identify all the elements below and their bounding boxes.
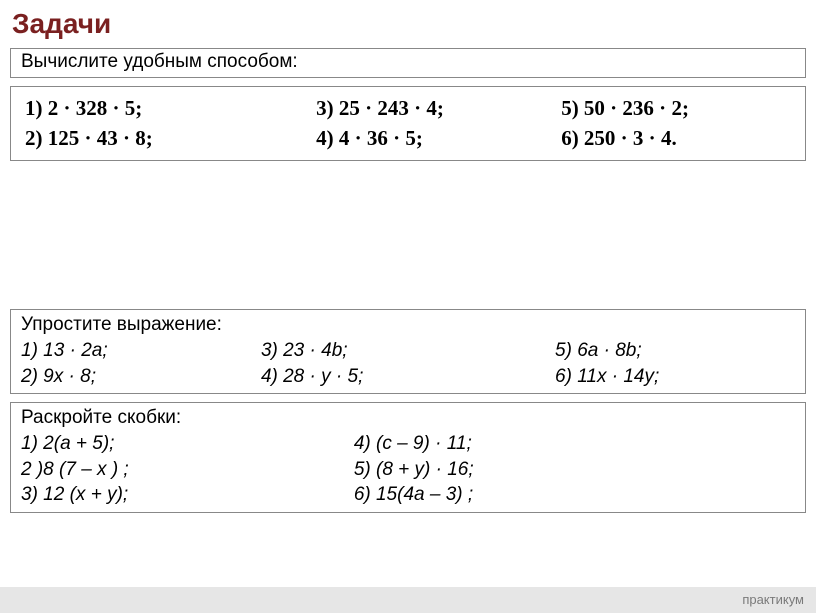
expr-cell: 4) (с – 9) · 11;: [354, 431, 795, 457]
calculate-label: Вычислите удобным способом:: [21, 51, 795, 73]
footer-bar: практикум: [0, 587, 816, 613]
expr-cell: 6) 11x · 14y;: [555, 364, 795, 390]
problem-cell: 3) 25 · 243 · 4;: [316, 93, 561, 123]
problem-cell: 6) 250 · 3 · 4.: [561, 123, 791, 153]
expr-cell: 1) 2(a + 5);: [21, 431, 354, 457]
expr-cell: 3) 23 · 4b;: [261, 338, 555, 364]
calculate-problems: 1) 2 · 328 · 5; 3) 25 · 243 · 4; 5) 50 ·…: [10, 86, 806, 161]
problem-cell: 5) 50 · 236 · 2;: [561, 93, 791, 123]
expr-cell: 3) 12 (x + y);: [21, 482, 354, 508]
calculate-label-box: Вычислите удобным способом:: [10, 48, 806, 78]
simplify-box: Упростите выражение: 1) 13 · 2а; 3) 23 ·…: [10, 309, 806, 394]
expr-row: 2) 9x · 8; 4) 28 · y · 5; 6) 11x · 14y;: [21, 364, 795, 390]
footer-label: практикум: [742, 592, 804, 607]
problems-row: 2) 125 · 43 · 8; 4) 4 · 36 · 5; 6) 250 ·…: [25, 123, 791, 153]
simplify-label: Упростите выражение:: [21, 314, 795, 336]
page-title: Задачи: [0, 0, 816, 46]
problem-cell: 2) 125 · 43 · 8;: [25, 123, 316, 153]
expr-row: 3) 12 (x + y); 6) 15(4а – 3) ;: [21, 482, 795, 508]
expr-cell: 4) 28 · y · 5;: [261, 364, 555, 390]
problem-cell: 1) 2 · 328 · 5;: [25, 93, 316, 123]
expr-row: 1) 13 · 2а; 3) 23 · 4b; 5) 6a · 8b;: [21, 338, 795, 364]
expr-cell: 1) 13 · 2а;: [21, 338, 261, 364]
expr-cell: 5) (8 + у) · 16;: [354, 457, 795, 483]
brackets-label: Раскройте скобки:: [21, 407, 795, 429]
expr-row: 1) 2(a + 5); 4) (с – 9) · 11;: [21, 431, 795, 457]
problems-row: 1) 2 · 328 · 5; 3) 25 · 243 · 4; 5) 50 ·…: [25, 93, 791, 123]
expr-cell: 5) 6a · 8b;: [555, 338, 795, 364]
expr-row: 2 )8 (7 – х ) ; 5) (8 + у) · 16;: [21, 457, 795, 483]
expr-cell: 6) 15(4а – 3) ;: [354, 482, 795, 508]
brackets-box: Раскройте скобки: 1) 2(a + 5); 4) (с – 9…: [10, 402, 806, 513]
problem-cell: 4) 4 · 36 · 5;: [316, 123, 561, 153]
expr-cell: 2) 9x · 8;: [21, 364, 261, 390]
expr-cell: 2 )8 (7 – х ) ;: [21, 457, 354, 483]
